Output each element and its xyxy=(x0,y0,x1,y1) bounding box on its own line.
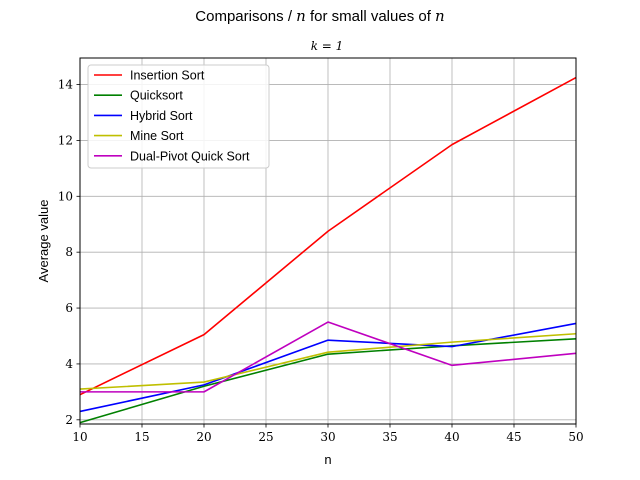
x-tick-label: 25 xyxy=(258,430,273,444)
series-line-1 xyxy=(79,76,577,396)
x-tick-label: 20 xyxy=(196,430,211,444)
y-tick-label: 14 xyxy=(58,78,74,92)
legend-label: Quicksort xyxy=(130,89,183,103)
y-tick-label: 12 xyxy=(58,133,73,147)
legend: Insertion Sort Quicksort Hybrid Sort Mine S… xyxy=(87,64,270,169)
legend-label: Dual-Pivot Quick Sort xyxy=(130,149,250,163)
legend-label: Hybrid Sort xyxy=(130,109,193,123)
title-var-2: n xyxy=(435,7,445,25)
series-line-2 xyxy=(79,337,577,424)
legend-label: Mine Sort xyxy=(130,129,184,143)
chart-subtitle: k = 1 xyxy=(311,39,344,53)
x-tick-label: 50 xyxy=(568,430,583,444)
x-axis-label: n xyxy=(324,452,331,467)
legend-box xyxy=(87,64,270,169)
y-tick-label: 8 xyxy=(65,245,73,259)
x-tick-label: 35 xyxy=(382,430,397,444)
series-line-4 xyxy=(79,332,577,390)
chart-title: Comparisons / n for small values of n xyxy=(195,7,444,25)
x-axis: 10 15 20 25 30 35 40 45 50 xyxy=(72,424,584,444)
grid xyxy=(79,58,577,424)
y-tick-label: 2 xyxy=(65,413,73,427)
x-tick-label: 10 xyxy=(72,430,87,444)
y-tick-label: 10 xyxy=(58,189,73,203)
y-axis-label: Average value xyxy=(36,200,51,283)
title-prefix: Comparisons / xyxy=(195,8,296,25)
legend-label: Insertion Sort xyxy=(130,69,205,83)
y-axis: 2 4 6 8 10 12 14 xyxy=(58,78,80,427)
series-lines xyxy=(79,76,577,424)
x-tick-label: 45 xyxy=(506,430,521,444)
x-tick-label: 30 xyxy=(320,430,335,444)
x-tick-label: 15 xyxy=(134,430,149,444)
y-tick-label: 4 xyxy=(65,357,73,371)
y-tick-label: 6 xyxy=(65,301,73,315)
series-line-5 xyxy=(80,321,577,393)
title-var-1: n xyxy=(296,7,306,25)
x-tick-label: 40 xyxy=(444,430,459,444)
title-middle: for small values of xyxy=(306,8,435,25)
